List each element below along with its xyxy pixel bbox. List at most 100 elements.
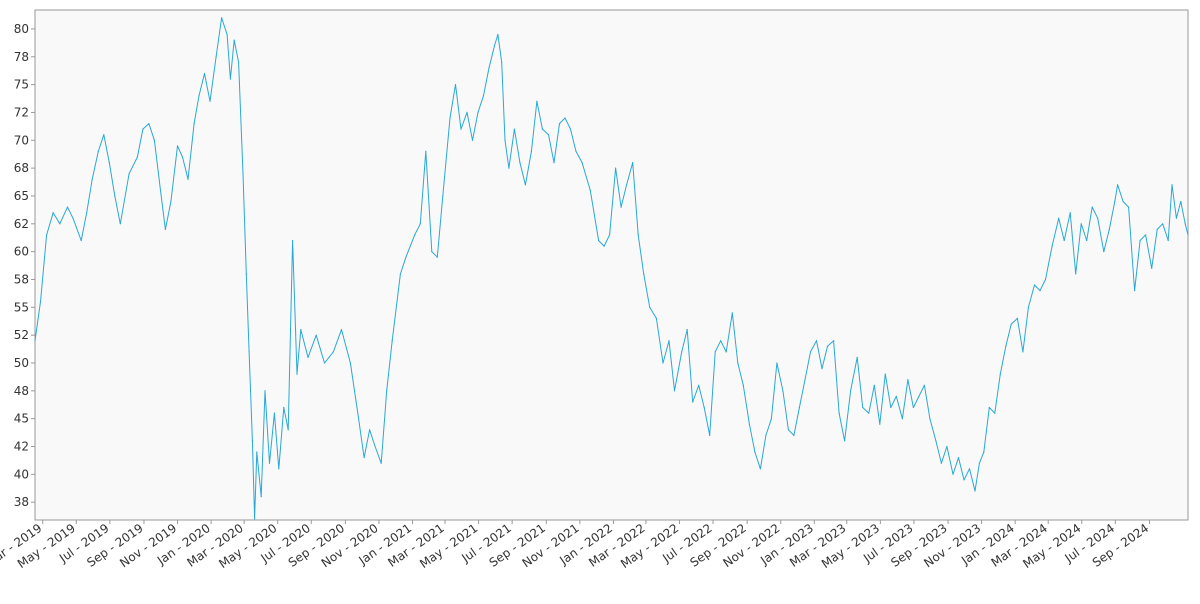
data-point xyxy=(493,45,496,47)
data-point xyxy=(1167,239,1169,242)
data-point xyxy=(209,100,211,102)
data-point xyxy=(193,123,195,125)
data-point xyxy=(809,351,812,353)
data-point xyxy=(114,195,116,197)
data-point xyxy=(283,406,285,409)
data-point xyxy=(519,162,521,164)
y-tick-label: 42 xyxy=(14,440,29,454)
data-point xyxy=(332,351,334,353)
data-point xyxy=(405,256,407,258)
data-point xyxy=(148,123,150,125)
data-point xyxy=(581,162,583,164)
data-point xyxy=(181,156,184,158)
data-point xyxy=(978,462,981,464)
y-tick-label: 58 xyxy=(14,272,29,286)
data-point xyxy=(895,395,897,397)
data-point xyxy=(508,167,510,169)
data-point xyxy=(603,245,605,247)
data-point xyxy=(952,473,954,475)
data-point xyxy=(1005,345,1007,347)
data-point xyxy=(838,412,840,414)
data-point xyxy=(1156,228,1158,230)
data-point xyxy=(844,440,846,442)
data-point xyxy=(884,373,886,375)
data-point xyxy=(307,356,309,358)
data-point xyxy=(1044,278,1047,281)
data-point xyxy=(363,457,365,459)
data-point xyxy=(466,111,468,113)
data-point xyxy=(862,406,864,409)
data-point xyxy=(564,117,566,119)
data-point xyxy=(1145,234,1147,236)
data-point xyxy=(248,351,250,353)
data-point xyxy=(315,334,317,336)
y-tick-label: 62 xyxy=(14,217,29,231)
data-point xyxy=(759,468,762,470)
data-point xyxy=(187,178,189,180)
data-point xyxy=(59,223,61,225)
data-point xyxy=(968,468,971,470)
data-point xyxy=(1063,239,1065,242)
data-point xyxy=(821,368,823,370)
data-point xyxy=(815,340,818,342)
y-tick-label: 68 xyxy=(14,161,29,175)
data-point xyxy=(833,340,835,342)
data-point xyxy=(637,234,639,236)
data-point xyxy=(340,329,343,331)
data-point xyxy=(1086,239,1088,242)
data-point xyxy=(1016,317,1019,319)
data-point xyxy=(164,228,166,230)
data-point xyxy=(798,406,801,409)
data-point xyxy=(176,145,179,147)
y-tick-label: 78 xyxy=(14,50,29,64)
data-point xyxy=(826,345,829,347)
data-point xyxy=(1051,245,1053,247)
data-point xyxy=(1022,351,1024,353)
data-point xyxy=(136,156,138,158)
y-tick-label: 48 xyxy=(14,384,29,398)
data-point xyxy=(488,67,490,69)
data-point xyxy=(731,312,733,314)
data-point xyxy=(477,111,479,113)
data-point xyxy=(296,373,298,375)
data-point xyxy=(1010,323,1012,325)
data-point xyxy=(1184,223,1186,225)
data-point xyxy=(482,95,485,97)
data-point xyxy=(1091,206,1093,208)
y-tick-label: 45 xyxy=(14,412,29,426)
data-point xyxy=(198,95,200,97)
data-point xyxy=(649,306,651,308)
data-point xyxy=(720,340,722,342)
data-point xyxy=(983,451,985,453)
data-point xyxy=(946,445,948,448)
data-point xyxy=(292,239,294,242)
y-tick-label: 55 xyxy=(14,300,29,314)
data-point xyxy=(703,406,705,409)
data-point xyxy=(170,200,172,203)
data-point xyxy=(108,162,110,164)
data-point xyxy=(626,184,628,186)
data-point xyxy=(221,17,223,19)
data-point xyxy=(254,518,256,520)
data-point xyxy=(226,33,228,36)
y-tick-label: 72 xyxy=(14,105,29,119)
data-point xyxy=(229,78,231,80)
data-point xyxy=(929,418,931,420)
data-point xyxy=(662,362,664,364)
data-point xyxy=(1080,223,1082,225)
data-point xyxy=(460,128,462,130)
data-point xyxy=(868,412,870,414)
data-point xyxy=(963,479,965,481)
data-point xyxy=(1171,184,1173,186)
data-point xyxy=(742,384,744,386)
data-point xyxy=(999,373,1001,375)
data-point xyxy=(530,150,533,152)
data-point xyxy=(358,418,360,420)
data-point xyxy=(776,362,778,364)
data-point xyxy=(1117,184,1119,186)
data-point xyxy=(1033,284,1036,286)
data-point xyxy=(238,61,240,63)
data-point xyxy=(974,490,976,492)
data-point xyxy=(72,217,74,219)
